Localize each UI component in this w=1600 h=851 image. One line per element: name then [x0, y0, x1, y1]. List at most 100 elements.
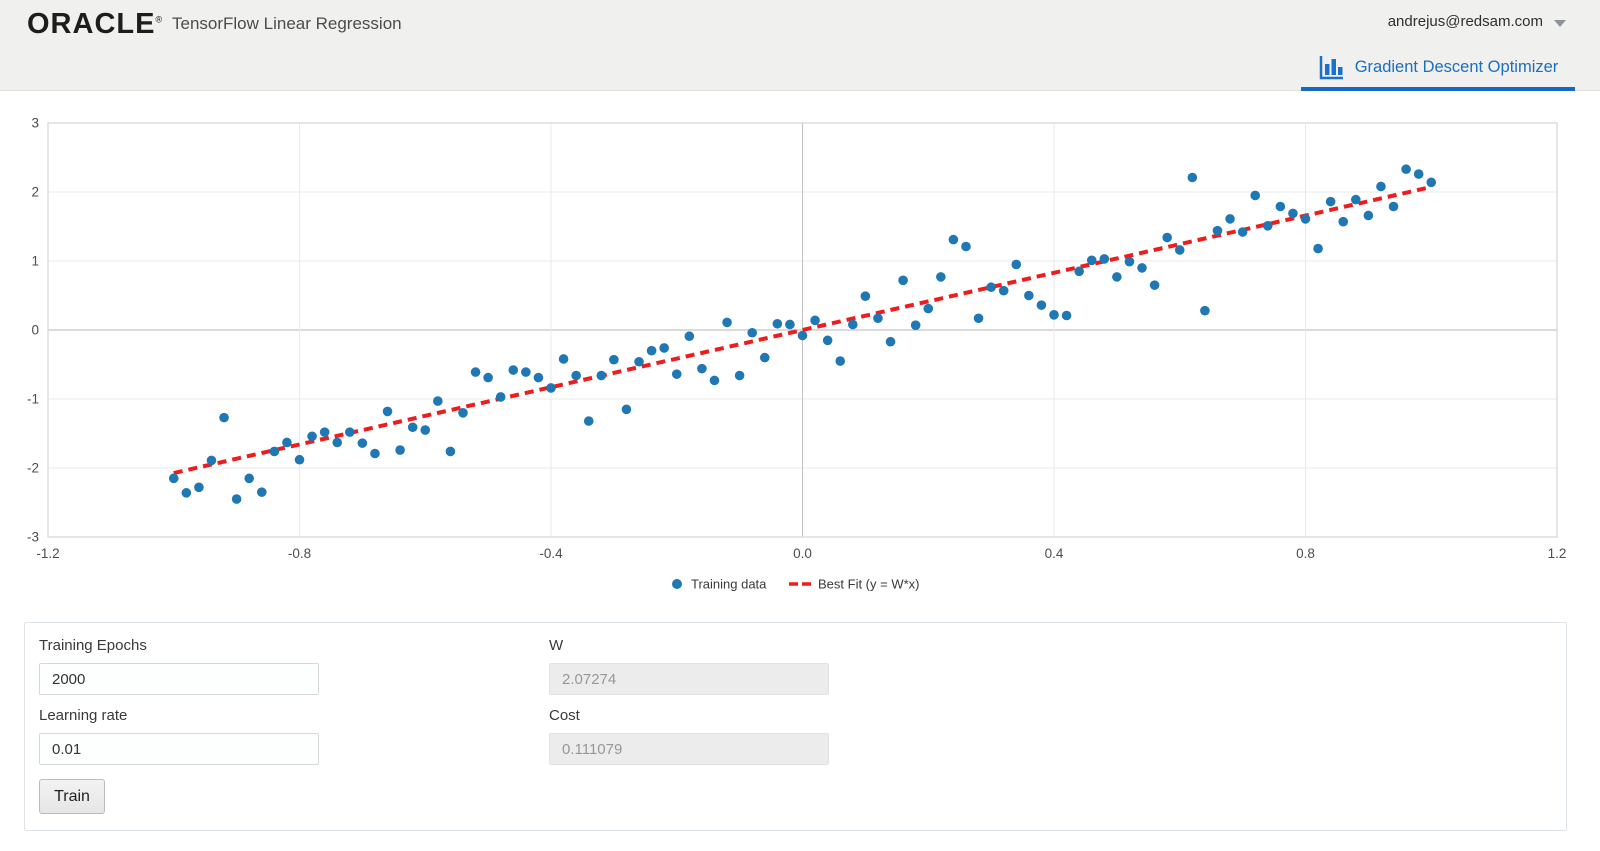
x-tick-label: 1.2	[1548, 546, 1567, 561]
user-email-menu[interactable]: andrejus@redsam.com	[1387, 13, 1543, 30]
training-data-point	[848, 319, 858, 330]
training-data-point	[219, 412, 229, 423]
training-data-point	[256, 487, 267, 497]
training-data-point	[1036, 300, 1047, 310]
training-data-point	[822, 335, 833, 346]
training-data-point	[797, 330, 808, 341]
training-data-point	[1187, 172, 1198, 183]
training-data-point	[860, 291, 871, 301]
training-data-point	[1250, 190, 1260, 201]
training-data-point	[1099, 254, 1110, 264]
y-tick-label: 1	[31, 254, 39, 269]
training-data-point	[382, 406, 393, 417]
cost-output	[549, 733, 829, 765]
training-data-point	[168, 473, 179, 484]
x-tick-label: -0.8	[288, 546, 311, 561]
w-label: W	[549, 637, 564, 654]
training-data-point	[747, 327, 757, 338]
learning-rate-label: Learning rate	[39, 707, 128, 724]
training-data-point	[194, 482, 204, 493]
training-data-point	[923, 303, 934, 314]
training-data-point	[1325, 196, 1336, 207]
training-data-point	[181, 488, 192, 498]
training-data-point	[1212, 225, 1223, 236]
training-data-point	[734, 370, 745, 381]
training-data-point	[609, 354, 619, 365]
training-data-point	[1262, 221, 1273, 231]
train-button[interactable]: Train	[39, 779, 105, 814]
training-data-point	[936, 272, 946, 282]
training-data-point	[508, 365, 519, 375]
training-data-point	[772, 318, 783, 329]
training-data-point	[420, 425, 431, 435]
training-data-point	[1149, 280, 1160, 290]
training-data-point	[458, 408, 468, 418]
legend-training-data-marker	[672, 579, 682, 589]
training-data-point	[1137, 263, 1147, 273]
training-data-point	[885, 336, 896, 347]
training-data-point	[483, 372, 493, 383]
training-data-point	[948, 234, 959, 245]
training-data-point	[1011, 259, 1022, 270]
training-data-point	[1388, 201, 1399, 212]
training-data-point	[319, 427, 330, 437]
x-tick-label: -0.4	[539, 546, 563, 561]
y-tick-label: -2	[27, 461, 39, 476]
training-data-point	[332, 437, 343, 448]
training-data-point	[370, 448, 380, 459]
training-data-point	[1351, 194, 1361, 205]
training-data-point	[1300, 214, 1311, 224]
training-data-point	[445, 446, 456, 457]
training-data-point	[1124, 256, 1135, 267]
training-form-card: Training Epochs W Learning rate Cost Tra…	[24, 622, 1567, 831]
training-data-point	[231, 494, 242, 504]
legend-best-fit-label: Best Fit (y = W*x)	[818, 577, 919, 592]
training-epochs-input[interactable]	[39, 663, 319, 695]
training-data-point	[785, 319, 795, 330]
training-data-point	[1275, 201, 1286, 212]
app-header: ORACLE® TensorFlow Linear Regression and…	[0, 0, 1600, 91]
training-data-point	[1363, 210, 1374, 221]
w-output	[549, 663, 829, 695]
training-data-point	[873, 313, 883, 324]
training-data-point	[407, 422, 418, 433]
training-data-point	[1061, 310, 1072, 321]
plot-border	[47, 122, 1558, 538]
training-data-point	[1162, 232, 1172, 243]
training-data-point	[1288, 208, 1298, 219]
training-data-point	[646, 345, 657, 356]
training-data-point	[722, 317, 732, 328]
training-data-point	[1174, 245, 1185, 255]
learning-rate-input[interactable]	[39, 733, 319, 765]
training-data-point	[571, 370, 581, 381]
x-tick-label: 0.0	[793, 546, 812, 561]
legend-training-data-label: Training data	[691, 577, 767, 592]
training-data-point	[1086, 255, 1097, 266]
training-data-point	[470, 367, 481, 377]
training-data-point	[1225, 214, 1235, 224]
training-data-point	[206, 455, 217, 466]
training-data-point	[810, 315, 820, 326]
training-data-point	[1313, 243, 1323, 254]
x-tick-label: -1.2	[36, 546, 59, 561]
training-data-point	[1237, 227, 1248, 237]
page-title: TensorFlow Linear Regression	[172, 14, 402, 33]
training-data-point	[684, 331, 695, 342]
training-data-point	[1200, 305, 1210, 316]
training-data-point	[596, 370, 607, 381]
training-data-point	[1024, 290, 1034, 301]
training-data-point	[345, 427, 355, 437]
training-data-point	[1074, 266, 1084, 277]
training-data-point	[583, 416, 594, 426]
training-data-point	[697, 363, 707, 374]
training-data-point	[1401, 164, 1411, 175]
y-tick-label: -3	[27, 530, 39, 545]
training-epochs-label: Training Epochs	[39, 637, 147, 654]
chevron-down-icon[interactable]	[1554, 20, 1566, 27]
training-data-point	[433, 396, 443, 406]
tab-gradient-descent-optimizer[interactable]: Gradient Descent Optimizer	[1301, 48, 1575, 91]
tab-label: Gradient Descent Optimizer	[1354, 58, 1559, 76]
training-data-point	[244, 473, 254, 484]
training-data-point	[558, 354, 569, 364]
training-data-point	[1376, 181, 1386, 192]
